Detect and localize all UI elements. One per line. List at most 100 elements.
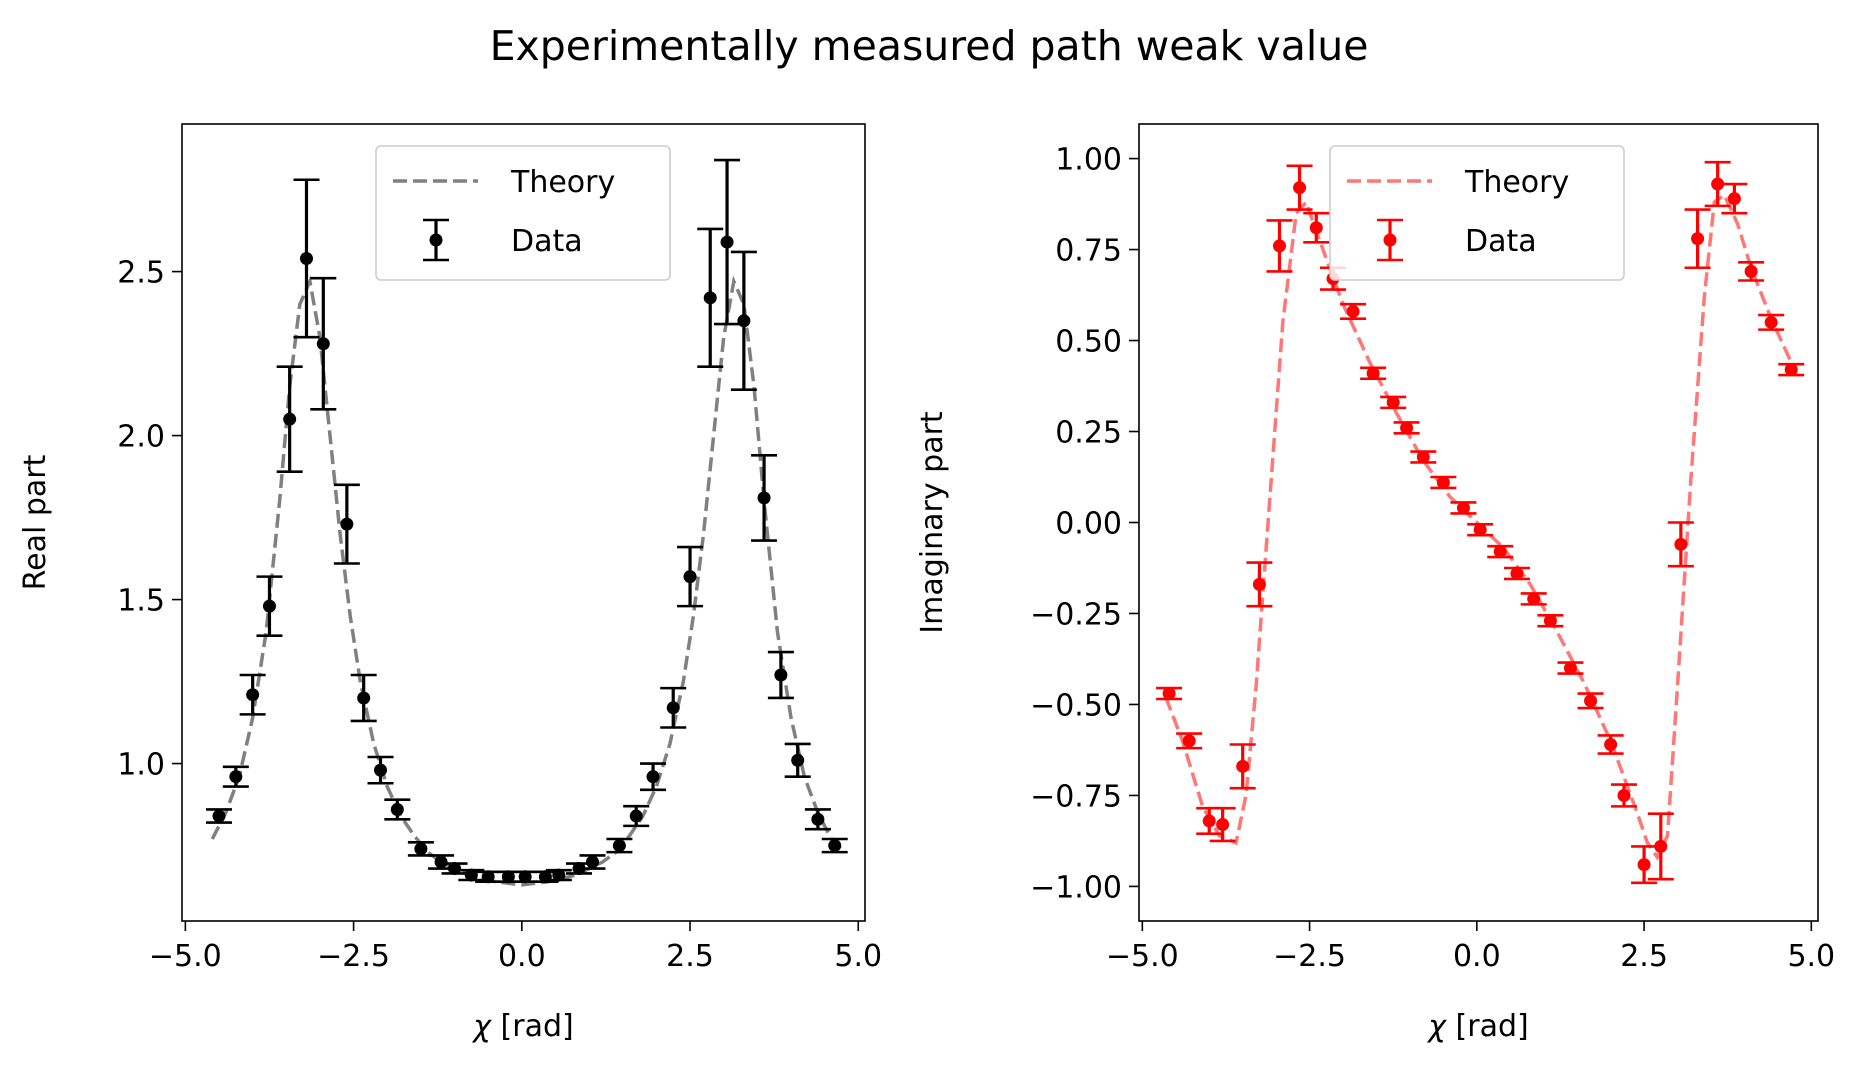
data-marker: [612, 839, 626, 853]
data-marker: [1711, 177, 1725, 191]
x-tick-label: −5.0: [1106, 939, 1179, 974]
data-point: [367, 755, 394, 785]
x-tick-label: 5.0: [834, 939, 882, 974]
data-point: [1467, 523, 1494, 537]
data-marker: [357, 691, 371, 705]
data-point: [1393, 421, 1420, 435]
y-tick-label: 0.00: [1055, 507, 1122, 542]
legend-data-label: Data: [1465, 224, 1537, 259]
data-marker: [1400, 421, 1414, 435]
data-point: [714, 158, 741, 326]
data-marker: [1563, 661, 1577, 675]
data-point: [1450, 501, 1477, 515]
legend-data-label: Data: [511, 224, 583, 259]
data-marker: [585, 855, 599, 869]
legend-theory-label: Theory: [1464, 165, 1569, 200]
legend-data-marker: [429, 233, 443, 247]
figure-title: Experimentally measured path weak value: [489, 22, 1369, 70]
data-marker: [683, 570, 697, 584]
data-point: [1647, 812, 1674, 881]
data-point: [293, 178, 320, 339]
data-marker: [1293, 181, 1307, 195]
legend-box: [1329, 145, 1625, 281]
data-marker: [1744, 264, 1758, 278]
data-point: [1360, 366, 1387, 381]
x-tick-label: 0.0: [498, 939, 546, 974]
y-tick-label: −1.00: [1030, 870, 1122, 905]
data-point: [784, 742, 811, 778]
data-marker: [1510, 566, 1524, 580]
data-point: [1631, 845, 1658, 885]
data-point: [767, 650, 794, 700]
data-marker: [481, 870, 495, 884]
data-marker: [448, 862, 462, 876]
y-tick-label: 1.00: [1055, 143, 1122, 178]
data-marker: [212, 809, 226, 823]
data-marker: [666, 701, 680, 715]
data-marker: [1604, 737, 1618, 751]
y-tick-label: −0.50: [1030, 688, 1122, 723]
data-point: [1721, 182, 1748, 215]
data-point: [1487, 544, 1514, 559]
data-marker: [1252, 577, 1266, 591]
data-marker: [464, 868, 478, 882]
data-point: [1196, 806, 1223, 835]
x-axis-label: χ [rad]: [471, 1009, 573, 1044]
data-point: [1430, 475, 1457, 490]
data-marker: [1727, 192, 1741, 206]
data-point: [1246, 561, 1273, 608]
data-marker: [1162, 687, 1176, 701]
data-point: [730, 250, 757, 391]
data-marker: [1691, 232, 1705, 246]
data-marker: [1236, 759, 1250, 773]
data-marker: [390, 802, 404, 816]
data-point: [640, 762, 667, 792]
data-marker: [1346, 304, 1360, 318]
data-marker: [811, 812, 825, 826]
data-marker: [646, 770, 660, 784]
data-point: [222, 765, 249, 788]
x-tick-label: −2.5: [1273, 939, 1346, 974]
x-tick-label: −2.5: [317, 939, 390, 974]
data-marker: [1416, 450, 1430, 464]
data-point: [545, 868, 572, 882]
legend-theory-label: Theory: [510, 165, 615, 200]
data-marker: [1182, 734, 1196, 748]
data-point: [1577, 692, 1604, 710]
theory-line: [210, 275, 843, 887]
y-tick-label: 1.5: [117, 584, 165, 619]
data-marker: [518, 870, 532, 884]
data-marker: [774, 668, 788, 682]
data-point: [1758, 313, 1785, 331]
data-point: [428, 854, 455, 870]
y-tick-label: 0.25: [1055, 416, 1122, 451]
chart-panel-1: −5.0 −2.5 0.0 2.5 5.0 1.0 1.5 2.0 2.5 χ [rad] Real…: [18, 123, 882, 1044]
data-marker: [1473, 523, 1487, 537]
y-axis-label: Real part: [18, 454, 53, 590]
data-marker: [1543, 614, 1557, 628]
y-tick-label: 1.0: [117, 748, 165, 783]
legend: Theory Data: [375, 145, 671, 281]
legend-box: [375, 145, 671, 281]
data-point: [276, 365, 303, 473]
data-marker: [1272, 239, 1286, 253]
data-point: [1778, 362, 1805, 377]
data-marker: [1527, 592, 1541, 606]
y-tick-label: −0.25: [1030, 597, 1122, 632]
legend-data-marker: [1383, 233, 1397, 247]
data-point: [239, 673, 266, 716]
data-marker: [737, 314, 751, 328]
data-marker: [552, 868, 566, 882]
data-marker: [757, 491, 771, 505]
data-marker: [414, 842, 428, 856]
y-tick-label: 2.0: [117, 420, 165, 455]
plot-frame: [181, 123, 866, 922]
y-tick-label: 2.5: [117, 256, 165, 291]
data-marker: [629, 809, 643, 823]
data-point: [1597, 734, 1624, 755]
data-marker: [1493, 545, 1507, 559]
x-tick-label: 5.0: [1787, 939, 1835, 974]
data-marker: [246, 688, 260, 702]
data-marker: [340, 517, 354, 531]
data-marker: [720, 235, 734, 249]
